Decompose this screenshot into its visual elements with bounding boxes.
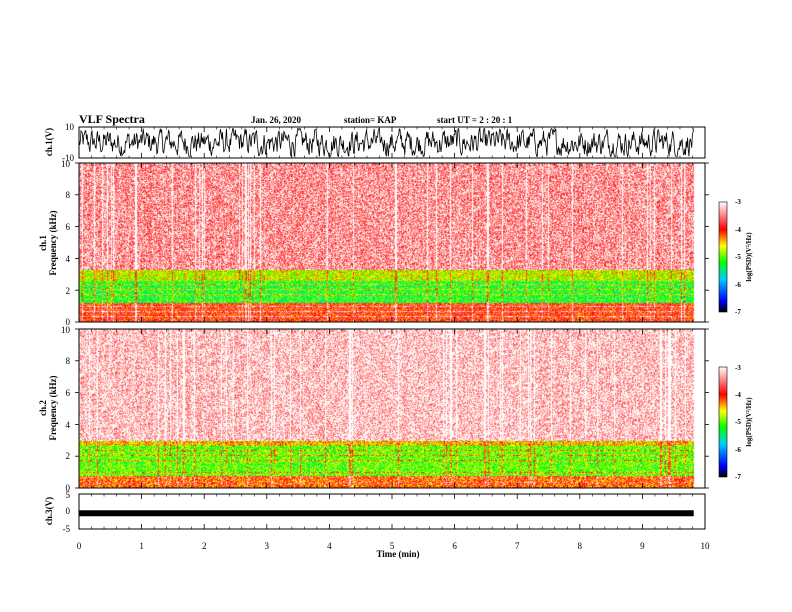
ch2-spec-ylabel: ch.2 Frequency (kHz) (38, 375, 58, 440)
ch2-spec-ylabel-line2: Frequency (kHz) (48, 375, 58, 440)
ch1-spec-ylabel-line1: ch.1 (38, 235, 48, 251)
ch2-spec-ticks (75, 328, 709, 489)
x-tick-label: 0 (77, 541, 82, 551)
ch3-ytick-m5: -5 (63, 524, 71, 534)
ch3-trace (79, 510, 694, 517)
colorbar-1: -3 -4 -5 -6 -7 log(PSD)(V²/Hz) (718, 198, 753, 316)
ch1-spectrogram-image (79, 163, 705, 322)
colorbar-2-tick-m6: -6 (735, 446, 741, 454)
x-tick-label: 3 (265, 541, 270, 551)
ch2-ftick-6: 6 (66, 388, 71, 398)
ch1-ftick-8: 8 (66, 190, 71, 200)
colorbar-2-tick-m3: -3 (735, 364, 741, 372)
ch1-trace (78, 127, 695, 158)
ch1-ftick-0: 0 (66, 317, 71, 327)
ch1-spec-ylabel: ch.1 Frequency (kHz) (38, 210, 58, 275)
start-time-label: start UT = 2 : 20 : 1 (437, 115, 513, 125)
ch2-ftick-8: 8 (66, 356, 71, 366)
colorbar-2: -3 -4 -5 -6 -7 log(PSD)(V²/Hz) (718, 364, 753, 481)
ch2-ftick-0: 0 (66, 483, 71, 493)
colorbar-2-tick-m7: -7 (735, 473, 741, 481)
x-tick-label: 7 (515, 541, 520, 551)
colorbar-1-tick-m6: -6 (735, 281, 741, 289)
ch1-ftick-6: 6 (66, 222, 71, 232)
ch1-ylabel: ch.1(V) (44, 128, 54, 156)
ch1-spec-ticks (75, 162, 709, 323)
ch2-spectrogram-image (79, 329, 705, 488)
x-tick-label: 1 (139, 541, 144, 551)
ch1-ftick-4: 4 (66, 254, 71, 264)
figure-title: VLF Spectra (79, 112, 145, 126)
ch3-ytick-0: 0 (66, 506, 71, 516)
x-tick-labels: 0 1 2 3 4 5 6 7 8 9 10 (77, 541, 710, 551)
x-tick-label: 6 (452, 541, 457, 551)
ch1-ftick-10: 10 (61, 159, 71, 169)
date-label: Jan. 26, 2020 (251, 115, 302, 125)
ch3-ticks (78, 494, 706, 529)
ch1-ytick-bottom: -10 (62, 153, 74, 163)
x-tick-label: 4 (327, 541, 332, 551)
colorbar-2-label: log(PSD)(V²/Hz) (745, 397, 753, 447)
ch3-panel: 5 0 -5 ch.3(V) 0 1 2 3 4 5 6 7 8 9 10 Time (min) (44, 490, 710, 559)
x-tick-label: 5 (390, 541, 395, 551)
ch1-ytick-top: 10 (65, 122, 75, 132)
x-tick-label: 8 (578, 541, 583, 551)
colorbar-1-gradient (718, 201, 728, 313)
colorbar-1-tick-m4: -4 (735, 226, 741, 234)
ch1-ftick-2: 2 (66, 286, 71, 296)
ch2-ftick-4: 4 (66, 420, 71, 430)
colorbar-1-tick-m7: -7 (735, 308, 741, 316)
colorbar-1-label: log(PSD)(V²/Hz) (745, 232, 753, 282)
colorbar-2-tick-m4: -4 (735, 391, 741, 399)
colorbar-2-tick-m5: -5 (735, 418, 741, 426)
x-tick-label: 10 (701, 541, 711, 551)
ch2-ftick-10: 10 (61, 325, 71, 335)
ch2-spectrogram-panel: 0 2 4 6 8 10 ch.2 Frequency (kHz) (38, 325, 709, 493)
x-axis-label: Time (min) (376, 549, 419, 559)
station-label: station= KAP (344, 115, 397, 125)
ch3-ytick-5: 5 (66, 490, 71, 500)
colorbar-1-tick-m5: -5 (735, 253, 741, 261)
ch1-spectrogram-panel: 0 2 4 6 8 10 ch.1 Frequency (kHz) (38, 159, 709, 327)
ch2-ftick-2: 2 (66, 451, 71, 461)
x-tick-label: 9 (640, 541, 645, 551)
ch2-spec-ylabel-line1: ch.2 (38, 400, 48, 416)
colorbar-2-gradient (718, 366, 728, 478)
ch1-panel: 10 -10 ch.1(V) (44, 122, 706, 163)
ch1-spec-ylabel-line2: Frequency (kHz) (48, 210, 58, 275)
ch3-ylabel: ch.3(V) (44, 497, 54, 525)
colorbar-1-tick-m3: -3 (735, 198, 741, 206)
ch1-ticks (78, 127, 706, 158)
x-tick-label: 2 (202, 541, 207, 551)
